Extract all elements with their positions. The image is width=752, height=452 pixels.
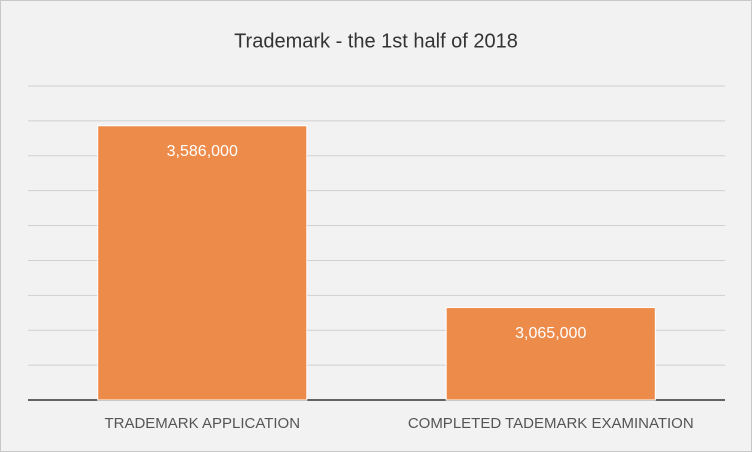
bar xyxy=(445,307,656,401)
data-label: 3,586,000 xyxy=(167,143,238,160)
x-tick-label: TRADEMARK APPLICATION xyxy=(104,415,300,432)
x-tick-label: COMPLETED TADEMARK EXAMINATION xyxy=(408,415,694,432)
data-label: 3,065,000 xyxy=(515,325,586,342)
bar xyxy=(97,125,308,401)
chart-title: Trademark - the 1st half of 2018 xyxy=(234,30,518,52)
